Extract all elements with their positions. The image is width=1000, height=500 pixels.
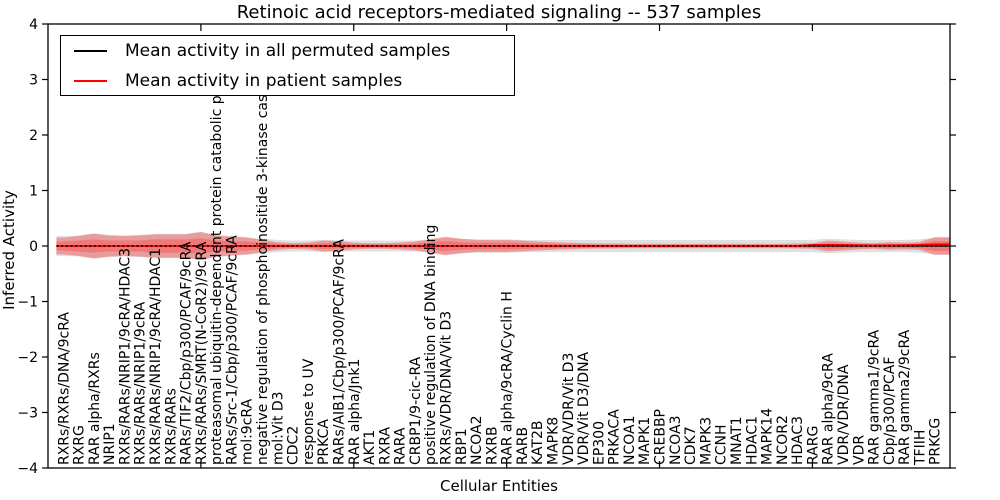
legend-label-patient: Mean activity in patient samples [125, 70, 403, 91]
x-tick-label: RARG [805, 426, 821, 465]
x-tick-label: RXRs/VDR/DNA/Vit D3 [438, 311, 454, 465]
x-tick-label: PRKCA [316, 419, 332, 465]
x-tick-label: mol:Vit D3 [270, 391, 286, 465]
x-tick-label: RARs/AIB1/Cbp/p300/PCAF/9cRA [331, 239, 347, 465]
x-tick-label: KAT2B [530, 421, 546, 466]
x-tick-label: RXRG [72, 425, 88, 465]
x-tick-label: HDAC1 [744, 416, 760, 465]
x-tick-label: response to UV [301, 358, 317, 465]
x-tick-label: CCNH [714, 424, 730, 465]
y-tick-label: −3 [17, 406, 38, 422]
x-tick-label: PRKACA [607, 409, 623, 465]
x-tick-label: RARA [393, 427, 409, 465]
y-tick-label: 1 [29, 184, 38, 200]
x-tick-label: RXRA [377, 427, 393, 465]
x-tick-label: MNAT1 [729, 416, 745, 465]
x-tick-label: RAR alpha/9cRA/Cyclin H [500, 291, 516, 465]
legend-entry-permuted: Mean activity in all permuted samples [61, 39, 514, 63]
y-tick-label: −1 [17, 295, 38, 311]
x-tick-label: CDC2 [286, 426, 302, 465]
x-tick-label: NCOR2 [775, 415, 791, 465]
x-tick-label: Cbp/p300/PCAF [882, 357, 898, 465]
x-tick-label: AKT1 [362, 430, 378, 465]
x-tick-label: HDAC3 [790, 416, 806, 465]
y-tick-label: −4 [17, 461, 38, 477]
x-tick-label: MAPK1 [637, 417, 653, 465]
x-tick-label: RXRs/RARs/SMRT(N-CoR2)/9cRA [194, 241, 210, 465]
x-tick-label: CREBBP [653, 409, 669, 465]
y-tick-label: −2 [17, 350, 38, 366]
x-tick-label: VDR [851, 435, 867, 465]
x-tick-label: NRIP1 [102, 423, 118, 465]
x-tick-label: mol:9cRA [240, 398, 256, 465]
x-tick-label: RXRs/RARs/NRIP1/9cRA/HDAC1 [148, 248, 164, 465]
x-tick-label: NCOA1 [622, 415, 638, 465]
y-tick-label: 2 [29, 128, 38, 144]
x-tick-label: NCOA3 [668, 415, 684, 465]
x-tick-label: NCOA2 [469, 415, 485, 465]
x-tick-label: proteasomal ubiquitin-dependent protein … [209, 89, 225, 465]
x-tick-label: RARB [515, 427, 531, 465]
x-tick-label: CRBP1/9-cic-RA [408, 356, 424, 465]
legend-line-red [74, 79, 107, 82]
x-tick-label: positive regulation of DNA binding [423, 225, 439, 465]
x-tick-label: VDR/VDR/Vit D3 [561, 353, 577, 465]
x-tick-label: MAPK8 [546, 417, 562, 465]
x-tick-label: negative regulation of phosphoinositide … [255, 87, 271, 465]
x-tick-label: RBP1 [454, 428, 470, 465]
chart-title: Retinoic acid receptors-mediated signali… [236, 2, 762, 23]
x-tick-label: RAR gamma2/9cRA [897, 329, 913, 465]
x-tick-label: RAR alpha/9cRA [821, 353, 837, 465]
x-tick-label: TFIIH [912, 430, 928, 466]
x-axis-label: Cellular Entities [440, 477, 558, 495]
x-tick-label: RXRs/RARs/NRIP1/9cRA [133, 301, 149, 465]
x-tick-label: MAPK14 [760, 408, 776, 465]
legend-entry-patient: Mean activity in patient samples [61, 69, 514, 93]
x-tick-label: PRKCG [928, 418, 944, 465]
legend-box: Mean activity in all permuted samples Me… [60, 35, 515, 96]
x-tick-label: RXRs/RXRs/DNA/9cRA [56, 312, 72, 465]
x-tick-label: MAPK3 [698, 417, 714, 465]
legend-line-black [74, 49, 107, 52]
x-tick-label: RAR alpha/Jnk1 [347, 359, 363, 465]
x-tick-label: EP300 [591, 421, 607, 465]
x-tick-label: RXRB [484, 426, 500, 465]
x-tick-label: RXRs/RARs/NRIP1/9cRA/HDAC3 [117, 248, 133, 465]
y-tick-label: 3 [29, 73, 38, 89]
legend-label-permuted: Mean activity in all permuted samples [125, 40, 451, 61]
y-tick-label: 4 [29, 17, 38, 33]
x-tick-label: RAR gamma1/9cRA [867, 329, 883, 465]
y-tick-label: 0 [29, 239, 38, 255]
x-tick-label: VDR/VDR/DNA [836, 364, 852, 465]
x-tick-label: RXRs/RARs [163, 388, 179, 465]
x-tick-label: RAR alpha/RXRs [87, 352, 103, 465]
x-tick-label: CDK7 [683, 426, 699, 465]
x-tick-label: VDR/Vit D3/DNA [576, 351, 592, 465]
x-tick-label: RARs/TIF2/Cbp/p300/PCAF/9cRA [179, 241, 195, 465]
x-tick-label: RARs/Src-1/Cbp/p300/PCAF/9cRA [224, 235, 240, 465]
